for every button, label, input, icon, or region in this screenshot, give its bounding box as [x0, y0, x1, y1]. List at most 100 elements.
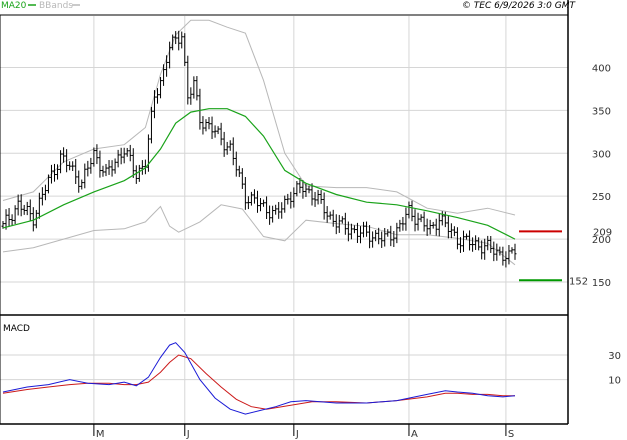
price-bar [283, 195, 287, 213]
price-bar [452, 226, 456, 237]
price-bar [165, 55, 169, 77]
price-bar [319, 190, 323, 204]
x-tick-label: J [186, 429, 190, 440]
price-bar [262, 199, 266, 207]
price-bar [377, 227, 381, 245]
price-bar [222, 131, 226, 157]
price-bar [156, 88, 160, 104]
price-bar [101, 165, 105, 177]
price-bar [380, 231, 384, 248]
price-bar [343, 212, 347, 235]
price-bar [368, 225, 372, 249]
bollinger-bands [2, 19, 516, 266]
price-bar [19, 194, 23, 217]
axes [0, 0, 569, 425]
price-bar [446, 216, 450, 239]
price-bar [431, 221, 435, 229]
price-bar [301, 180, 305, 199]
price-bar [307, 185, 311, 194]
price-bar [162, 64, 166, 86]
price-bar [392, 231, 396, 248]
price-bar [180, 31, 184, 49]
price-bar [362, 221, 366, 238]
price-bar [56, 164, 60, 180]
price-bar [122, 147, 126, 164]
price-bar [28, 199, 32, 221]
price-bar [495, 243, 499, 261]
price-bar [322, 192, 326, 220]
price-bar [277, 202, 281, 219]
price-bar [77, 170, 81, 193]
price-bar [468, 230, 472, 251]
price-bar [59, 150, 63, 174]
price-bar [140, 160, 144, 175]
price-bar [107, 160, 111, 175]
price-bar [471, 237, 475, 252]
price-bar [68, 161, 72, 171]
price-bar [234, 151, 238, 177]
price-bar [304, 183, 308, 197]
price-bar [10, 214, 14, 226]
price-bar [65, 149, 69, 173]
ma20-line-group [2, 108, 516, 240]
support-label: 152 [569, 276, 588, 287]
price-bar [407, 201, 411, 219]
price-bar [16, 194, 20, 216]
price-bar [174, 31, 178, 45]
price-bar [192, 76, 196, 99]
price-bar [37, 192, 41, 219]
price-bar [507, 244, 511, 265]
price-bar [134, 165, 138, 184]
price-bar [395, 222, 399, 244]
price-bar [104, 163, 108, 177]
price-grid [0, 16, 568, 312]
price-bar [398, 219, 402, 232]
price-bar [240, 168, 244, 189]
price-bar [183, 33, 187, 66]
price-bar [352, 225, 356, 234]
price-bar [40, 187, 44, 206]
price-bar [125, 147, 129, 157]
macd-grid [0, 318, 568, 424]
price-bar [455, 227, 459, 250]
price-bar [137, 164, 141, 182]
price-bar [268, 205, 272, 225]
price-bar [243, 177, 247, 210]
price-bar [383, 228, 387, 247]
price-bar [216, 126, 220, 135]
price-bar [219, 122, 223, 146]
price-bar [458, 237, 462, 253]
price-bar [477, 237, 481, 251]
price-bar [177, 30, 181, 51]
price-bar [186, 55, 190, 105]
price-bar [110, 160, 114, 177]
price-bar [280, 202, 284, 219]
price-bar [168, 41, 172, 69]
price-bar [80, 179, 84, 190]
x-tick-label: A [411, 429, 418, 440]
price-bar [371, 231, 375, 248]
support-resistance-levels: 209 152 [519, 227, 612, 287]
price-bar [171, 34, 175, 51]
price-bar [43, 184, 47, 201]
macd-panel-title: MACD [3, 324, 30, 334]
price-bar [146, 134, 150, 172]
price-bar [492, 241, 496, 262]
macd-y-tick-label: 10 [608, 376, 621, 387]
signal-line [2, 354, 515, 410]
price-bar [325, 206, 329, 223]
price-bar [489, 236, 493, 253]
price-bar [131, 148, 135, 178]
price-bar [259, 198, 263, 212]
price-bar [422, 211, 426, 232]
price-bar [71, 161, 75, 171]
tick-labels: 150 200 250 300 350 400 10 30 M J J A S [93, 63, 621, 440]
price-bar [437, 213, 441, 237]
price-bar [207, 117, 211, 130]
price-bar [331, 209, 335, 227]
price-bar [340, 216, 344, 224]
price-bar [358, 226, 362, 244]
price-bar [152, 90, 156, 119]
price-bar [449, 223, 453, 239]
